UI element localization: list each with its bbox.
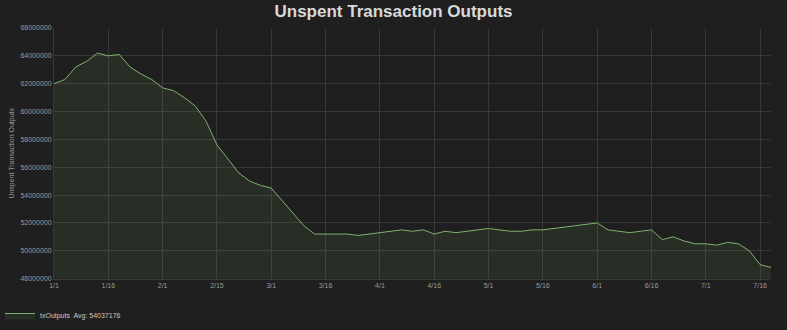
svg-text:2/15: 2/15 bbox=[210, 282, 224, 289]
svg-text:6/16: 6/16 bbox=[645, 282, 659, 289]
svg-text:5/1: 5/1 bbox=[484, 282, 494, 289]
svg-text:5/16: 5/16 bbox=[536, 282, 550, 289]
svg-text:7/1: 7/1 bbox=[701, 282, 711, 289]
svg-text:4/16: 4/16 bbox=[427, 282, 441, 289]
svg-text:1/16: 1/16 bbox=[102, 282, 116, 289]
svg-text:Unspent Transaction Outputs: Unspent Transaction Outputs bbox=[274, 2, 512, 21]
svg-text:2/1: 2/1 bbox=[158, 282, 168, 289]
svg-text:1/1: 1/1 bbox=[49, 282, 59, 289]
svg-text:64000000: 64000000 bbox=[20, 52, 51, 59]
svg-text:Unspent Transaction Outputs: Unspent Transaction Outputs bbox=[8, 107, 16, 198]
svg-text:66000000: 66000000 bbox=[20, 24, 51, 31]
svg-text:txOutputs Avg: 54037176: txOutputs Avg: 54037176 bbox=[40, 312, 121, 320]
svg-text:48000000: 48000000 bbox=[20, 275, 51, 282]
svg-text:3/1: 3/1 bbox=[266, 282, 276, 289]
svg-text:54000000: 54000000 bbox=[20, 192, 51, 199]
svg-text:7/16: 7/16 bbox=[753, 282, 767, 289]
svg-text:4/1: 4/1 bbox=[375, 282, 385, 289]
svg-text:60000000: 60000000 bbox=[20, 108, 51, 115]
svg-text:58000000: 58000000 bbox=[20, 136, 51, 143]
svg-text:52000000: 52000000 bbox=[20, 219, 51, 226]
svg-text:3/16: 3/16 bbox=[319, 282, 333, 289]
svg-text:56000000: 56000000 bbox=[20, 164, 51, 171]
svg-text:6/1: 6/1 bbox=[592, 282, 602, 289]
svg-text:62000000: 62000000 bbox=[20, 80, 51, 87]
svg-text:50000000: 50000000 bbox=[20, 247, 51, 254]
